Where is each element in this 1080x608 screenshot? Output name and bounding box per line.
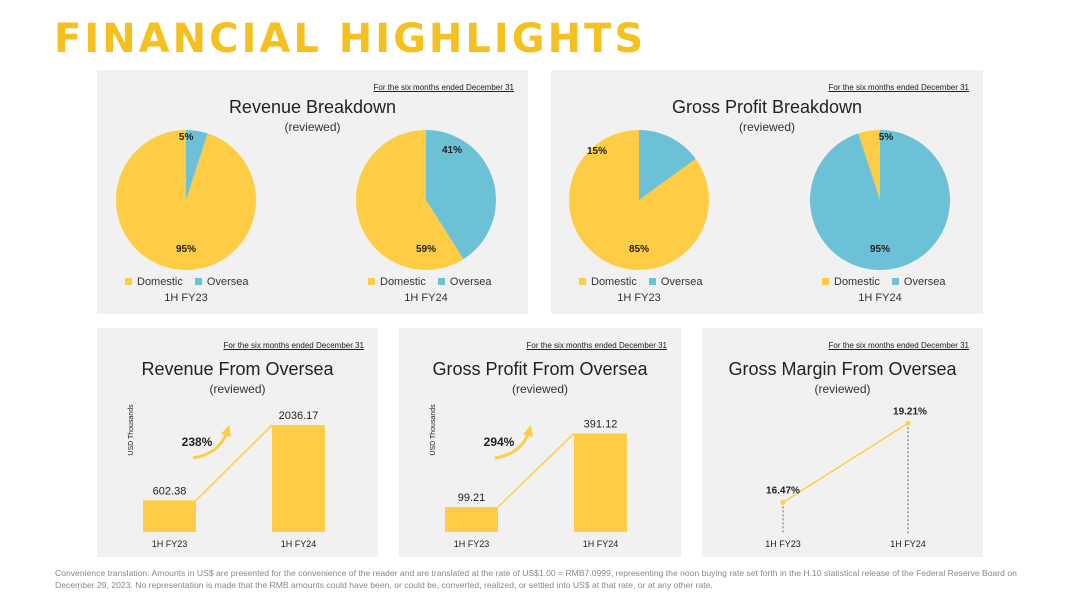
x-tick-label: 1H FY23 <box>765 539 801 549</box>
oversea-swatch <box>437 278 445 285</box>
panel-subtitle: (reviewed) <box>814 382 871 396</box>
series-line <box>782 422 909 504</box>
pie-slice-oversea <box>426 130 496 260</box>
pie-label-oversea: 95% <box>870 244 890 255</box>
growth-label: 294% <box>484 435 515 449</box>
bar-value-label: 2036.17 <box>279 410 319 422</box>
legend-oversea: Oversea <box>206 276 249 288</box>
pie-label-oversea: 5% <box>179 132 194 143</box>
growth-arrow <box>192 431 229 460</box>
page-title: FINANCIAL HIGHLIGHTS <box>54 16 647 62</box>
pie-slice-domestic <box>355 130 464 270</box>
footnote: Convenience translation: Amounts in US$ … <box>55 568 1017 590</box>
growth-arrowhead <box>221 425 231 437</box>
point-value-label: 19.21% <box>893 406 927 417</box>
pie-slice-domestic <box>115 130 256 270</box>
pie-label-domestic: 85% <box>629 244 649 255</box>
x-tick-label: 1H FY23 <box>454 539 490 549</box>
x-tick-label: 1H FY24 <box>890 539 926 549</box>
bar-1h-fy24 <box>574 433 627 532</box>
pie-period-label: 1H FY23 <box>164 292 208 304</box>
revenue-pie-fy23: 5% 95% <box>115 130 256 270</box>
pie-period-label: 1H FY23 <box>617 292 661 304</box>
gross-profit-breakdown-panel: For the six months ended December 31 Gro… <box>551 70 983 314</box>
period-note: For the six months ended December 31 <box>828 83 969 92</box>
revenue-pie-fy24: 41% 59% <box>355 130 496 270</box>
bar-1h-fy23 <box>445 506 498 532</box>
legend-oversea: Oversea <box>660 276 703 288</box>
pie-label-domestic: 95% <box>176 244 196 255</box>
gross-profit-from-oversea-panel: For the six months ended December 31 Gro… <box>399 328 681 557</box>
legend: Domestic Oversea <box>125 276 248 288</box>
pie-period-label: 1H FY24 <box>404 292 448 304</box>
legend-oversea: Oversea <box>903 276 946 288</box>
oversea-swatch <box>648 278 656 285</box>
pie-label-oversea: 15% <box>587 146 607 157</box>
revenue-from-oversea-panel: For the six months ended December 31 Rev… <box>97 328 378 557</box>
pie-label-oversea: 41% <box>442 145 462 156</box>
period-note: For the six months ended December 31 <box>526 341 667 350</box>
pie-slice-oversea <box>810 130 950 270</box>
bar-value-label: 391.12 <box>584 418 618 430</box>
period-note: For the six months ended December 31 <box>223 341 364 350</box>
y-axis-label: USD Thousands <box>128 404 135 456</box>
x-tick-label: 1H FY24 <box>583 539 619 549</box>
growth-connector <box>195 424 273 501</box>
gross-profit-pie-fy24: 95% 5% <box>810 130 950 270</box>
bar-1h-fy23 <box>143 500 196 532</box>
legend-domestic: Domestic <box>380 276 426 288</box>
legend-domestic: Domestic <box>591 276 637 288</box>
point-1h-fy24 <box>905 420 911 426</box>
oversea-swatch <box>194 278 202 285</box>
gross-profit-oversea-bar-chart: USD Thousands 99.21 1H FY23 391.12 1H FY24 29… <box>430 404 627 549</box>
legend-domestic: Domestic <box>834 276 880 288</box>
gross-profit-pie-fy23: 15% 85% <box>569 130 709 270</box>
domestic-swatch <box>822 278 829 285</box>
pie-label-domestic: 5% <box>879 132 894 143</box>
period-note: For the six months ended December 31 <box>373 83 514 92</box>
panel-title: Gross Profit Breakdown <box>671 97 863 117</box>
growth-connector <box>497 432 575 508</box>
revenue-breakdown-panel: For the six months ended December 31 Rev… <box>97 70 528 314</box>
panel-title: Gross Margin From Oversea <box>728 359 957 379</box>
gross-margin-from-oversea-panel: For the six months ended December 31 Gro… <box>702 328 983 557</box>
pie-slice-oversea <box>639 130 696 200</box>
legend: Domestic Oversea <box>368 276 491 288</box>
pie-slice-oversea <box>186 130 208 200</box>
domestic-swatch <box>125 278 132 285</box>
pie-label-domestic: 59% <box>416 244 436 255</box>
bar-value-label: 602.38 <box>153 485 187 497</box>
panel-title: Gross Profit From Oversea <box>432 359 648 379</box>
panel-subtitle: (reviewed) <box>511 382 568 396</box>
pie-slice-domestic <box>858 130 880 200</box>
point-value-label: 16.47% <box>766 485 800 496</box>
gross-margin-oversea-line-chart: 16.47% 1H FY23 19.21% 1H FY24 <box>765 406 927 549</box>
domestic-swatch <box>368 278 375 285</box>
panel-subtitle: (reviewed) <box>738 120 795 134</box>
period-note: For the six months ended December 31 <box>828 341 969 350</box>
y-axis-label: USD Thousands <box>430 404 437 456</box>
panel-subtitle: (reviewed) <box>284 120 341 134</box>
panel-subtitle: (reviewed) <box>209 382 266 396</box>
legend-domestic: Domestic <box>137 276 183 288</box>
growth-arrowhead <box>523 425 533 437</box>
domestic-swatch <box>579 278 586 285</box>
x-tick-label: 1H FY24 <box>281 539 317 549</box>
bar-value-label: 99.21 <box>458 492 486 504</box>
oversea-swatch <box>891 278 899 285</box>
x-tick-label: 1H FY23 <box>152 539 188 549</box>
growth-arrow <box>494 431 531 460</box>
bar-1h-fy24 <box>272 425 325 532</box>
panel-title: Revenue From Oversea <box>141 359 334 379</box>
panel-title: Revenue Breakdown <box>228 97 397 117</box>
legend: Domestic Oversea <box>579 276 702 288</box>
legend-oversea: Oversea <box>449 276 492 288</box>
pie-period-label: 1H FY24 <box>858 292 902 304</box>
revenue-oversea-bar-chart: USD Thousands 602.38 1H FY23 2036.17 1H FY24… <box>128 404 325 549</box>
legend: Domestic Oversea <box>822 276 945 288</box>
growth-label: 238% <box>182 435 213 449</box>
point-1h-fy23 <box>780 499 786 505</box>
